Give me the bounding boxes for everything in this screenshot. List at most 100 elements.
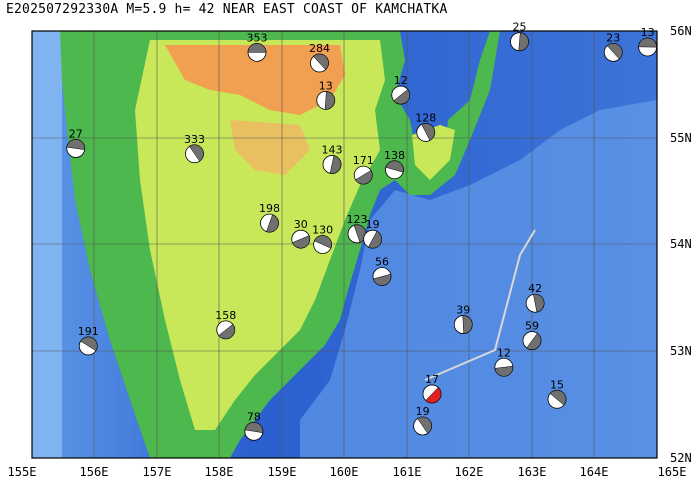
mechanism-depth-label: 333 xyxy=(184,133,205,146)
focal-mechanism: 171 xyxy=(353,154,374,185)
mechanism-compression xyxy=(218,324,235,340)
mechanism-compression xyxy=(188,144,204,162)
mechanism-compression xyxy=(421,123,435,141)
mechanism-depth-label: 353 xyxy=(247,31,268,44)
mechanism-compression xyxy=(462,315,473,334)
mechanism-compression xyxy=(606,43,623,60)
mechanism-compression xyxy=(368,230,382,249)
mechanism-compression xyxy=(353,224,367,243)
mechanism-compression xyxy=(66,139,85,150)
mechanism-compression xyxy=(292,235,310,249)
focal-mechanism: 27 xyxy=(66,127,86,158)
mechanism-compression xyxy=(329,155,342,174)
mechanism-depth-label: 191 xyxy=(78,325,99,338)
mechanism-compression xyxy=(549,390,567,406)
lon-label-162: 162E xyxy=(454,465,484,479)
focal-mechanism: 25 xyxy=(510,21,529,52)
mechanism-depth-label: 42 xyxy=(528,282,542,295)
focal-mechanism: 42 xyxy=(525,282,545,313)
mechanism-depth-label: 15 xyxy=(550,378,564,391)
mechanism-depth-label: 78 xyxy=(247,410,261,423)
mechanism-compression xyxy=(385,160,404,173)
mechanism-compression xyxy=(518,32,529,51)
focal-mechanism: 130 xyxy=(312,224,333,254)
lon-label-155: 155E xyxy=(7,465,37,479)
focal-mechanism: 12 xyxy=(494,346,514,377)
lat-label-54: 54N xyxy=(670,237,692,251)
mechanism-compression xyxy=(314,235,332,249)
lon-label-158: 158E xyxy=(204,465,234,479)
mechanism-depth-label: 19 xyxy=(416,405,430,418)
focal-mechanism: 39 xyxy=(453,304,473,334)
mechanism-compression xyxy=(533,293,545,313)
focal-mechanism: 143 xyxy=(322,143,343,174)
focal-mechanism: 158 xyxy=(215,309,236,340)
kamchatka-highland-2 xyxy=(230,120,310,175)
mechanism-depth-label: 27 xyxy=(69,127,83,140)
lon-label-164: 164E xyxy=(579,465,609,479)
mechanism-depth-label: 284 xyxy=(309,42,330,55)
focal-mechanism: 30 xyxy=(291,218,311,249)
mechanism-compression xyxy=(417,416,432,434)
lat-label-52: 52N xyxy=(670,451,692,465)
focal-mechanism: 59 xyxy=(522,320,542,350)
focal-mechanism: 56 xyxy=(372,256,392,286)
mechanism-compression xyxy=(247,43,267,53)
lat-label-55: 55N xyxy=(670,131,692,145)
focal-mechanism: 123 xyxy=(347,213,368,244)
focal-mechanism: 198 xyxy=(259,202,280,233)
mechanism-compression xyxy=(393,89,410,105)
lat-label-56: 56N xyxy=(670,24,692,38)
mechanism-compression xyxy=(494,365,514,377)
mechanism-depth-label: 17 xyxy=(425,373,439,386)
mechanism-depth-label: 59 xyxy=(525,320,539,333)
mechanism-depth-label: 56 xyxy=(375,256,389,269)
mechanism-depth-label: 171 xyxy=(353,154,374,167)
trench-line xyxy=(424,229,536,381)
focal-mechanism: 353 xyxy=(247,31,268,62)
focal-mechanism: 13 xyxy=(316,79,336,110)
lon-label-156: 156E xyxy=(79,465,109,479)
mechanism-depth-label: 23 xyxy=(606,31,620,44)
kamchatka-midland xyxy=(135,40,385,430)
mechanism-depth-label: 143 xyxy=(322,143,343,156)
mechanism-depth-label: 130 xyxy=(312,224,333,237)
mechanism-depth-label: 39 xyxy=(456,304,470,317)
lon-label-163: 163E xyxy=(517,465,547,479)
lat-label-53: 53N xyxy=(670,344,692,358)
lon-label-160: 160E xyxy=(329,465,359,479)
mechanism-depth-label: 12 xyxy=(497,346,511,359)
focal-mechanism: 138 xyxy=(384,149,405,180)
mechanism-depth-label: 158 xyxy=(215,309,236,322)
focal-mechanism: 191 xyxy=(78,325,99,356)
focal-mechanism: 23 xyxy=(603,31,623,62)
mechanism-compression xyxy=(355,170,373,185)
focal-mechanism: 128 xyxy=(415,111,436,142)
mechanism-compression xyxy=(80,336,98,352)
mechanism-depth-label: 13 xyxy=(319,79,333,92)
focal-mechanism: 12 xyxy=(391,74,411,105)
map-frame xyxy=(31,30,658,459)
focal-mechanism: 15 xyxy=(547,378,567,409)
lon-label-157: 157E xyxy=(142,465,172,479)
mechanism-depth-label: 12 xyxy=(394,74,408,87)
kamchatka-highland xyxy=(165,45,345,115)
focal-mechanism: 19 xyxy=(413,405,433,436)
mechanism-depth-label: 30 xyxy=(294,218,308,231)
mechanism-depth-label: 198 xyxy=(259,202,280,215)
focal-mechanism: 17 xyxy=(422,373,442,404)
mechanism-depth-label: 25 xyxy=(513,21,527,34)
mechanism-depth-label: 13 xyxy=(641,26,655,39)
mechanism-compression xyxy=(244,422,264,434)
mechanism-depth-label: 19 xyxy=(366,218,380,231)
mechanism-compression xyxy=(266,214,279,233)
graticule xyxy=(32,31,657,458)
mechanism-compression xyxy=(425,387,442,404)
focal-mechanism: 333 xyxy=(184,133,205,164)
mechanism-depth-label: 128 xyxy=(415,111,436,124)
focal-mechanism: 78 xyxy=(244,410,264,441)
mechanism-compression xyxy=(324,91,335,110)
map-title: E202507292330A M=5.9 h= 42 NEAR EAST COA… xyxy=(6,2,448,17)
lon-label-165: 165E xyxy=(657,465,687,479)
